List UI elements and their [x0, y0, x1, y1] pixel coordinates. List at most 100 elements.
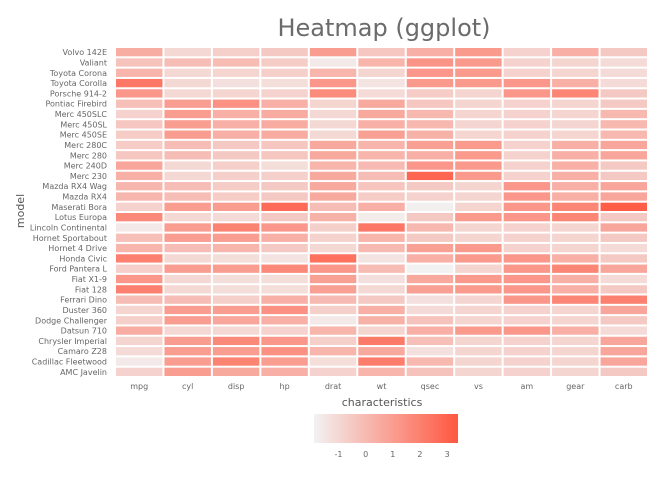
heatmap-cell	[309, 58, 357, 67]
heatmap-cell	[455, 274, 502, 284]
heatmap-cell	[406, 68, 454, 77]
color-legend-ticks: -1 0 1 2 3	[334, 450, 449, 459]
heatmap-cell	[600, 171, 647, 181]
heatmap-cell	[600, 243, 647, 253]
heatmap-cell	[600, 140, 647, 150]
heatmap-cell	[164, 336, 211, 346]
heatmap-cell	[358, 254, 405, 263]
heatmap-cell	[358, 336, 405, 346]
heatmap-cell	[116, 58, 163, 67]
x-axis-title: characteristics	[342, 396, 423, 409]
heatmap-cell	[116, 295, 163, 304]
heatmap-cell	[309, 295, 357, 304]
heatmap-cell	[212, 120, 260, 129]
heatmap-cell	[164, 326, 211, 335]
row-label: Ford Pantera L	[49, 265, 107, 274]
heatmap-cell	[455, 89, 502, 98]
heatmap-cell	[600, 58, 647, 67]
column-label: qsec	[421, 382, 440, 391]
heatmap-cell	[261, 347, 308, 356]
heatmap-cell	[406, 213, 454, 222]
heatmap-cell	[552, 109, 599, 119]
heatmap-cell	[309, 99, 357, 108]
heatmap-cell	[503, 264, 551, 273]
row-label: Volvo 142E	[63, 48, 107, 57]
heatmap-cell	[503, 171, 551, 181]
heatmap-cell	[261, 243, 308, 253]
heatmap-cell	[503, 99, 551, 108]
heatmap-cell	[455, 78, 502, 88]
heatmap-cell	[358, 161, 405, 170]
heatmap-cell	[116, 264, 163, 273]
heatmap-cell	[309, 233, 357, 242]
heatmap-cell	[358, 89, 405, 98]
heatmap-cell	[261, 213, 308, 222]
row-label: Merc 450SE	[60, 131, 107, 140]
heatmap-cell	[600, 151, 647, 160]
row-label: Lotus Europa	[55, 213, 107, 222]
heatmap-cell	[116, 202, 163, 211]
heatmap-cell	[116, 99, 163, 108]
row-label: Fiat 128	[75, 285, 107, 294]
heatmap-cell	[164, 254, 211, 263]
heatmap-cell	[406, 89, 454, 98]
heatmap-cell	[309, 316, 357, 325]
heatmap-cell	[406, 130, 454, 139]
heatmap-cell	[455, 58, 502, 67]
chart-title: Heatmap (ggplot)	[277, 14, 490, 42]
heatmap-cell	[164, 316, 211, 325]
heatmap-cell	[116, 233, 163, 242]
heatmap-cell	[309, 336, 357, 346]
heatmap-cell	[503, 48, 551, 57]
heatmap-cell	[406, 285, 454, 294]
heatmap-cell	[406, 357, 454, 366]
heatmap-cell	[116, 305, 163, 315]
heatmap-cell	[164, 213, 211, 222]
heatmap-cell	[406, 295, 454, 304]
heatmap-cell	[552, 254, 599, 263]
heatmap-cell	[552, 274, 599, 284]
heatmap-cell	[406, 109, 454, 119]
heatmap-cell	[358, 213, 405, 222]
heatmap-cell	[600, 285, 647, 294]
heatmap-cell	[309, 274, 357, 284]
heatmap-cell	[116, 109, 163, 119]
heatmap-cells	[116, 48, 647, 376]
heatmap-cell	[552, 347, 599, 356]
heatmap-cell	[309, 367, 357, 376]
heatmap-cell	[164, 223, 211, 232]
row-label: Chrysler Imperial	[38, 337, 107, 346]
heatmap-cell	[309, 120, 357, 129]
heatmap-cell	[552, 89, 599, 98]
heatmap-cell	[455, 109, 502, 119]
heatmap-cell	[455, 223, 502, 232]
heatmap-cell	[116, 213, 163, 222]
heatmap-cell	[116, 254, 163, 263]
heatmap-cell	[116, 161, 163, 170]
heatmap-cell	[503, 367, 551, 376]
heatmap-cell	[503, 347, 551, 356]
legend-tick-label: 1	[390, 450, 395, 459]
heatmap-cell	[455, 347, 502, 356]
heatmap-cell	[455, 120, 502, 129]
heatmap-cell	[164, 274, 211, 284]
heatmap-cell	[552, 326, 599, 335]
heatmap-cell	[309, 254, 357, 263]
heatmap-cell	[406, 264, 454, 273]
heatmap-cell	[455, 285, 502, 294]
row-label: Hornet Sportabout	[33, 234, 107, 243]
heatmap-cell	[309, 171, 357, 181]
heatmap-cell	[406, 347, 454, 356]
heatmap-cell	[116, 367, 163, 376]
legend-tick-label: 3	[445, 450, 450, 459]
heatmap-cell	[503, 336, 551, 346]
heatmap-cell	[116, 130, 163, 139]
heatmap-cell	[406, 233, 454, 242]
heatmap-cell	[455, 254, 502, 263]
heatmap-cell	[503, 202, 551, 211]
heatmap-cell	[406, 326, 454, 335]
heatmap-cell	[309, 68, 357, 77]
heatmap-cell	[164, 202, 211, 211]
heatmap-cell	[212, 182, 260, 191]
